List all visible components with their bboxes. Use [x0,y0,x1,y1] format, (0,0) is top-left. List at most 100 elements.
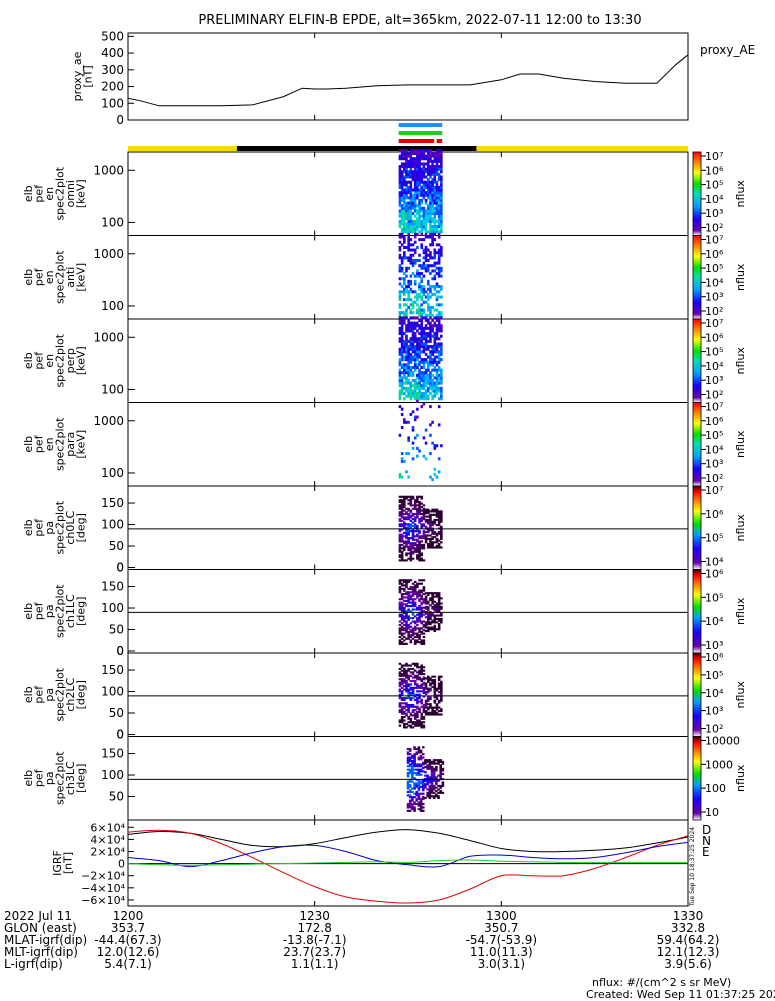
pitch-angle-cell [400,608,404,611]
pitch-angle-cell [418,686,421,689]
pitch-angle-cell [426,711,430,714]
spectrum-cell [400,475,404,479]
pitch-angle-cell [432,784,436,788]
footer-cell: 1300 [486,909,517,923]
pitch-angle-cell [433,518,437,522]
pitch-angle-cell [405,722,408,726]
spectrum-cell [440,334,443,338]
spectrum-cell [416,329,419,333]
pitch-angle-cell [416,528,419,531]
spectrum-cell [420,167,424,171]
pitch-angle-cell [422,691,426,695]
spectrum-cell [437,319,441,323]
spectrum-cell [435,191,439,195]
spectrum-cell [407,245,410,249]
pitch-angle-cell [400,716,404,719]
pitch-angle-cell [431,522,434,525]
spectrum-cell [409,188,413,192]
pitch-angle-cell [416,702,419,705]
spectrum-cell [398,170,402,174]
spectrum-cell [416,373,419,377]
pitch-angle-cell [418,530,421,533]
pitch-angle-cell [430,786,434,789]
spectrum-cell [411,394,415,398]
pitch-angle-cell [431,607,434,610]
spectrum-cell [413,295,417,299]
pitch-angle-cell [403,698,406,701]
spectrum-cell [409,368,413,372]
pitch-angle-cell [403,673,406,676]
spectrum-cell [420,386,424,390]
pitch-angle-cell [422,531,426,534]
pitch-angle-cell [420,519,424,522]
pitch-angle-cell [422,681,426,684]
spectrum-cell [424,170,428,174]
pitch-angle-cell [413,586,417,589]
spectrum-cell [407,159,410,163]
pitch-angle-cell [437,520,441,523]
pitch-angle-cell [431,605,434,608]
pitch-angle-cell [437,684,441,687]
pitch-angle-cell [416,627,419,630]
pitch-angle-cell [441,760,445,763]
pitch-angle-cell [431,597,434,600]
spectrum-cell [400,258,404,262]
pitch-angle-cell [407,605,410,608]
pitch-angle-cell [407,526,410,529]
spectrum-cell [416,152,419,156]
spectrum-cell [407,347,410,351]
spectrum-cell [424,180,428,184]
spectrum-cell [405,452,408,456]
spectrum-cell [429,373,432,377]
pitch-angle-cell [429,546,432,549]
spectrum-cell [413,225,417,229]
pitch-angle-cell [435,602,439,605]
spectrum-cell [431,206,434,210]
spectrum-cell [398,337,402,341]
spectrum-cell [409,170,413,174]
pitch-angle-cell [409,712,413,715]
pitch-angle-cell [413,526,417,529]
pitch-angle-cell [426,679,430,682]
pitch-angle-cell [407,691,410,695]
pitch-angle-cell [424,684,428,687]
spectrum-cell [416,397,419,401]
spectrum-cell [407,363,410,367]
spectrum-cell [400,269,404,273]
spectrum-cell [407,266,410,270]
spectrum-cell [416,384,419,388]
pitch-angle-cell [416,641,419,644]
pitch-angle-cell [422,785,425,788]
spectrum-cell [420,295,424,299]
spectrum-cell [416,399,419,403]
spectrum-cell [398,167,402,171]
pitch-angle-cell [437,691,441,694]
spectrum-cell [433,324,437,328]
pitch-angle-cell [411,591,415,594]
spectrum-cell [437,389,441,393]
pitch-angle-cell [409,536,413,540]
spectrum-cell [424,222,428,226]
colorbar-tick-label: 10⁶ [705,415,724,428]
spectrum-cell [437,167,441,171]
spectrum-cell [429,149,432,153]
spectrum-cell [431,185,434,189]
spectrum-cell [440,193,443,197]
spectrum-cell [422,394,426,398]
pitch-angle-cell [433,710,437,713]
spectrum-cell [435,326,439,330]
spectrum-cell [416,180,419,184]
pitch-angle-cell [418,615,421,618]
spectrum-cell [440,371,443,375]
pitch-angle-cell [430,791,434,794]
pitch-angle-cell [405,605,408,608]
spectrum-cell [413,392,417,396]
pitch-angle-cell [432,762,436,765]
pitch-angle-cell [398,642,402,645]
pitch-angle-cell [416,608,419,611]
pitch-angle-cell [431,679,434,682]
spectrum-cell [433,350,437,354]
spectrum-cell [437,149,441,153]
pitch-angle-cell [398,606,402,609]
pitch-angle-cell [405,507,408,510]
